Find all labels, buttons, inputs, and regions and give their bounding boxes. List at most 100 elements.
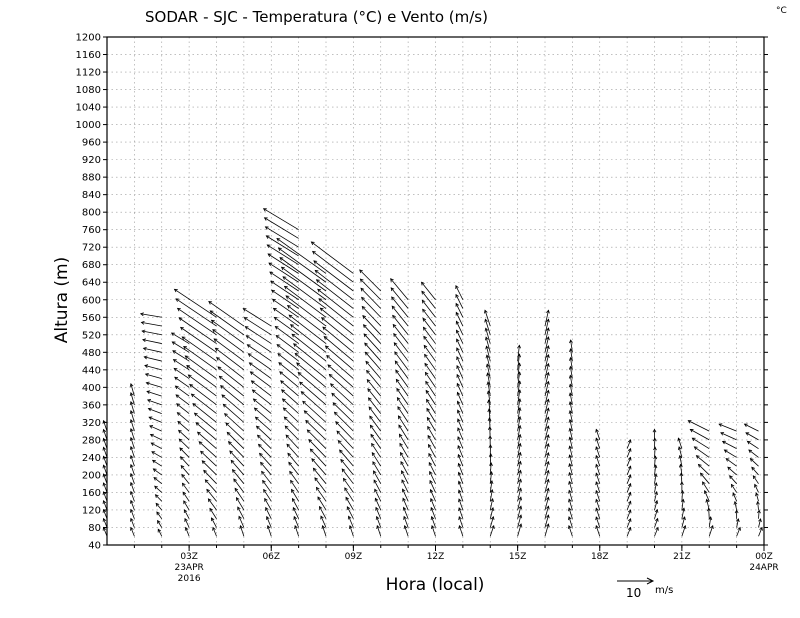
wind-vector — [517, 514, 522, 528]
wind-vector-head — [545, 514, 550, 519]
wind-vector — [174, 288, 217, 318]
wind-vector-head — [305, 419, 310, 424]
wind-vector — [595, 429, 601, 441]
wind-vector — [678, 438, 683, 449]
wind-vector — [517, 363, 520, 379]
wind-vector — [228, 441, 245, 458]
wind-vector — [488, 400, 491, 414]
wind-vector — [517, 452, 521, 467]
wind-vector-head — [244, 326, 249, 330]
wind-vector-head — [262, 479, 266, 484]
wind-vector-head — [270, 280, 275, 285]
wind-vector-head — [423, 335, 427, 340]
wind-vector — [457, 418, 464, 432]
wind-vector-head — [212, 526, 216, 531]
wind-vector — [403, 516, 409, 528]
wind-vector-head — [654, 508, 659, 513]
wind-vector — [569, 454, 573, 467]
wind-vector — [692, 437, 710, 449]
wind-vector — [568, 516, 573, 528]
wind-vector — [229, 450, 245, 467]
wind-vector — [244, 317, 272, 336]
wind-vector-head — [267, 253, 272, 257]
wind-vector-head — [366, 369, 370, 374]
wind-vector — [200, 450, 217, 467]
wind-vector-head — [257, 443, 262, 448]
wind-vector-head — [322, 326, 327, 331]
wind-vector — [256, 425, 272, 441]
wind-vector — [363, 324, 382, 344]
wind-vector — [734, 501, 738, 511]
wind-vector-head — [568, 383, 573, 388]
wind-vector — [487, 382, 491, 397]
wind-vector-head — [266, 244, 271, 248]
wind-vector-head — [545, 487, 550, 492]
wind-vector — [517, 380, 521, 397]
wind-vector — [238, 516, 245, 528]
wind-vector — [429, 480, 436, 493]
y-tick-label: 1120 — [76, 68, 101, 79]
wind-vector-head — [252, 398, 257, 403]
wind-vector — [736, 527, 741, 537]
wind-vector — [149, 425, 162, 432]
wind-vector-head — [280, 380, 284, 384]
wind-vector — [423, 345, 436, 362]
wind-vector-head — [145, 381, 150, 386]
wind-vector-head — [269, 271, 274, 276]
wind-vector — [457, 410, 464, 423]
wind-vector-head — [457, 436, 461, 441]
wind-vector-head — [455, 311, 460, 316]
wind-profile — [420, 281, 436, 537]
wind-vector-head — [265, 235, 270, 239]
wind-vector-head — [182, 491, 187, 496]
x-tick-label: 21Z — [673, 552, 691, 562]
wind-vector-head — [262, 208, 267, 212]
wind-vector — [517, 416, 521, 432]
wind-vector-head — [458, 498, 462, 503]
wind-vector — [219, 375, 245, 397]
wind-vector — [426, 399, 436, 414]
wind-vector-head — [546, 443, 550, 448]
wind-vector-head — [393, 342, 398, 347]
wind-vector — [130, 455, 135, 467]
wind-vector-head — [568, 471, 572, 476]
wind-vector-head — [178, 438, 183, 443]
wind-vector — [544, 434, 549, 449]
wind-vector — [372, 461, 382, 476]
wind-vector-head — [129, 418, 134, 423]
wind-vector — [485, 337, 491, 353]
wind-vector — [209, 310, 245, 336]
wind-vector-head — [327, 364, 332, 369]
wind-vector-head — [247, 353, 252, 357]
wind-vector — [233, 478, 245, 493]
wind-vector-head — [129, 463, 134, 468]
wind-vector — [654, 509, 658, 519]
wind-vector — [732, 492, 737, 502]
wind-vector — [180, 327, 217, 353]
wind-vector — [568, 481, 573, 493]
wind-vector-head — [263, 488, 267, 493]
wind-profile — [102, 419, 108, 537]
wind-vector — [595, 481, 601, 493]
wind-vector-head — [102, 517, 107, 522]
y-tick-label: 240 — [82, 453, 101, 464]
wind-vector-head — [733, 500, 738, 505]
wind-vector — [373, 470, 382, 484]
wind-vector-head — [243, 317, 248, 321]
wind-vector — [305, 420, 327, 441]
wind-vector — [280, 380, 299, 397]
wind-vector — [456, 374, 464, 388]
wind-vector — [455, 303, 464, 318]
wind-vector-head — [150, 442, 155, 446]
wind-vector-head — [157, 519, 161, 524]
wind-vector-head — [455, 329, 460, 334]
wind-vector-head — [320, 515, 324, 520]
wind-vector — [431, 516, 436, 528]
wind-vector — [291, 489, 299, 502]
wind-vector-head — [681, 507, 686, 512]
wind-vector — [752, 475, 759, 484]
wind-vector — [313, 260, 354, 292]
wind-vector — [250, 371, 272, 388]
wind-vector-head — [487, 417, 492, 422]
wind-vector-head — [400, 451, 404, 456]
